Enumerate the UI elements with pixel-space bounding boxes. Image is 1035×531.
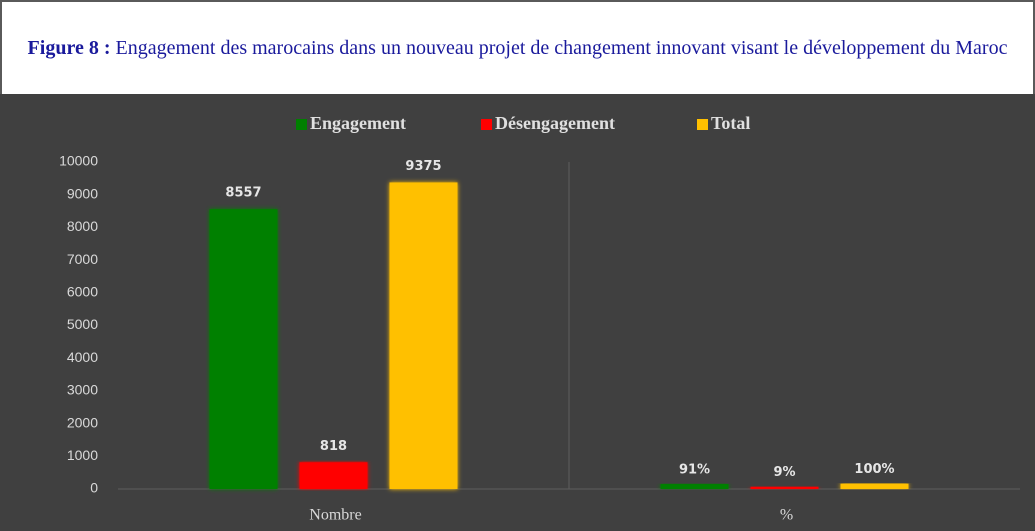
y-tick-label: 8000 <box>67 218 98 234</box>
y-tick-label: 1000 <box>67 447 98 463</box>
bar <box>840 483 909 489</box>
y-tick-label: 2000 <box>67 414 98 430</box>
y-tick-label: 5000 <box>67 316 98 332</box>
y-tick-label: 0 <box>90 480 98 496</box>
title-box: Figure 8 : Engagement des marocains dans… <box>0 0 1035 94</box>
y-tick-label: 6000 <box>67 284 98 300</box>
y-tick-label: 3000 <box>67 382 98 398</box>
y-tick-label: 7000 <box>67 251 98 267</box>
y-tick-label: 10000 <box>59 153 98 169</box>
value-label: 9375 <box>405 159 441 174</box>
legend-swatch <box>296 119 307 130</box>
legend-label: Engagement <box>310 113 406 133</box>
chart-title: Figure 8 : Engagement des marocains dans… <box>13 33 1023 63</box>
x-tick-label: % <box>780 507 793 524</box>
y-tick-label: 4000 <box>67 349 98 365</box>
value-label: 9% <box>773 465 795 480</box>
figure-label: Figure 8 : <box>27 37 111 59</box>
title-text: Engagement des marocains dans un nouveau… <box>115 37 1008 59</box>
legend-label: Total <box>711 113 750 133</box>
legend-swatch <box>697 119 708 130</box>
value-label: 818 <box>320 439 347 454</box>
bar <box>299 462 368 489</box>
bar <box>209 209 278 489</box>
x-tick-label: Nombre <box>309 507 361 524</box>
bar <box>750 486 819 489</box>
value-label: 8557 <box>225 186 261 201</box>
value-label: 91% <box>679 463 710 478</box>
y-tick-label: 9000 <box>67 185 98 201</box>
chart-background <box>0 94 1035 531</box>
chart: 0 1000 2000 3000 4000 5000 6000 7000 8000 9000 100… <box>0 94 1035 531</box>
bar <box>660 484 729 489</box>
value-label: 100% <box>854 462 894 477</box>
legend-label: Désengagement <box>495 113 615 133</box>
legend-swatch <box>481 119 492 130</box>
bar <box>389 182 458 489</box>
